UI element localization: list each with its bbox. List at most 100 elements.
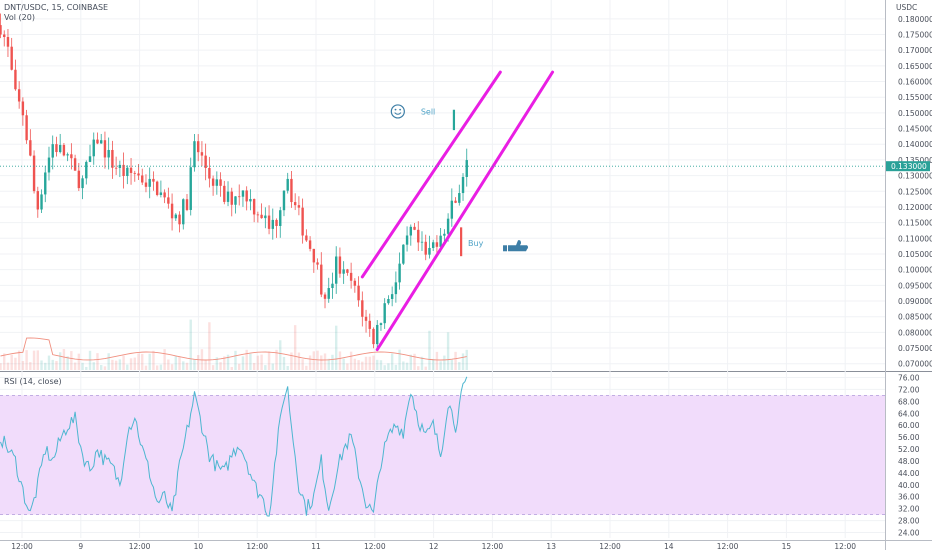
candle-body[interactable] [122, 164, 125, 176]
candle-body[interactable] [290, 178, 293, 203]
candle-body[interactable] [32, 155, 36, 192]
candle-body[interactable] [226, 191, 230, 202]
candle-body[interactable] [249, 199, 252, 202]
candle-body[interactable] [129, 167, 133, 173]
candle-body[interactable] [256, 214, 260, 216]
candle-body[interactable] [85, 161, 88, 179]
candle-body[interactable] [238, 196, 241, 198]
candle-body[interactable] [245, 190, 248, 202]
rsi-pane[interactable] [0, 376, 885, 517]
candle-body[interactable] [458, 193, 461, 203]
candle-body[interactable] [424, 241, 427, 255]
candle-body[interactable] [178, 214, 181, 225]
candle-body[interactable] [364, 316, 368, 321]
candle-body[interactable] [234, 196, 237, 205]
candle-body[interactable] [208, 167, 211, 179]
candle-body[interactable] [10, 46, 13, 70]
candle-body[interactable] [282, 190, 286, 211]
candle-body[interactable] [446, 218, 450, 234]
candle-body[interactable] [25, 115, 28, 141]
candle-body[interactable] [126, 167, 129, 176]
candle-body[interactable] [379, 323, 383, 325]
candle-body[interactable] [185, 199, 189, 210]
candle-body[interactable] [342, 269, 345, 274]
candle-body[interactable] [275, 219, 278, 226]
candle-body[interactable] [118, 164, 122, 168]
candle-body[interactable] [77, 170, 81, 189]
candle-body[interactable] [349, 272, 353, 281]
candle-body[interactable] [286, 178, 289, 191]
candle-body[interactable] [211, 178, 215, 186]
candle-body[interactable] [252, 199, 256, 215]
candle-body[interactable] [431, 242, 435, 248]
candle-body[interactable] [204, 155, 207, 168]
candle-body[interactable] [450, 200, 454, 219]
symbol-title[interactable]: DNT/USDC, 15, COINBASE [4, 3, 109, 12]
candle-body[interactable] [62, 144, 66, 156]
candle-body[interactable] [331, 283, 334, 289]
thumbs-up-icon[interactable] [503, 240, 529, 252]
candle-body[interactable] [372, 328, 375, 345]
candle-body[interactable] [454, 200, 457, 203]
candle-body[interactable] [305, 235, 308, 241]
candle-body[interactable] [394, 282, 398, 295]
candle-body[interactable] [44, 172, 47, 195]
candle-body[interactable] [88, 156, 92, 162]
candle-body[interactable] [320, 264, 323, 295]
candle-body[interactable] [461, 176, 465, 194]
candle-body[interactable] [92, 139, 95, 157]
sell-label[interactable]: Sell [421, 107, 435, 116]
candle-body[interactable] [196, 141, 200, 153]
candle-body[interactable] [417, 229, 420, 243]
rsi-line[interactable] [0, 376, 468, 517]
candle-body[interactable] [346, 269, 349, 273]
candle-body[interactable] [111, 149, 114, 168]
candle-body[interactable] [36, 191, 39, 210]
candle-body[interactable] [144, 182, 148, 187]
candle-body[interactable] [70, 154, 73, 159]
price-pane[interactable] [0, 13, 468, 349]
candle-body[interactable] [271, 219, 274, 229]
candle-body[interactable] [361, 300, 364, 317]
candle-body[interactable] [17, 89, 21, 102]
candle-body[interactable] [133, 172, 136, 174]
candle-body[interactable] [402, 244, 405, 264]
candle-body[interactable] [96, 139, 99, 144]
candle-body[interactable] [223, 185, 226, 202]
trend-channel-line[interactable] [360, 70, 502, 279]
candle-body[interactable] [387, 298, 390, 304]
candle-body[interactable] [103, 140, 107, 158]
candle-body[interactable] [174, 214, 178, 219]
candle-body[interactable] [159, 192, 163, 195]
candle-body[interactable] [29, 140, 32, 156]
candle-body[interactable] [279, 210, 282, 226]
candle-body[interactable] [435, 242, 439, 247]
candle-body[interactable] [3, 34, 6, 38]
candle-body[interactable] [6, 37, 10, 47]
candle-body[interactable] [55, 144, 58, 153]
candle-body[interactable] [267, 215, 271, 229]
candle-body[interactable] [405, 235, 409, 245]
candle-body[interactable] [40, 194, 43, 210]
candle-body[interactable] [357, 285, 360, 301]
candle-body[interactable] [230, 191, 233, 205]
candle-body[interactable] [107, 149, 110, 158]
candle-body[interactable] [338, 256, 342, 274]
candle-body[interactable] [200, 152, 204, 156]
drawing-annotations[interactable]: Sell Buy [0, 70, 885, 352]
candle-body[interactable] [323, 294, 327, 299]
buy-label[interactable]: Buy [468, 239, 484, 248]
candle-body[interactable] [167, 197, 170, 204]
candle-body[interactable] [316, 262, 319, 265]
candle-body[interactable] [219, 179, 222, 186]
candle-body[interactable] [353, 280, 357, 286]
candle-body[interactable] [81, 178, 84, 189]
candle-body[interactable] [312, 248, 316, 263]
candle-body[interactable] [137, 173, 140, 176]
candle-body[interactable] [293, 202, 297, 206]
candle-body[interactable] [241, 190, 245, 197]
sell-marker-bar[interactable] [452, 109, 456, 131]
candle-body[interactable] [308, 240, 312, 249]
